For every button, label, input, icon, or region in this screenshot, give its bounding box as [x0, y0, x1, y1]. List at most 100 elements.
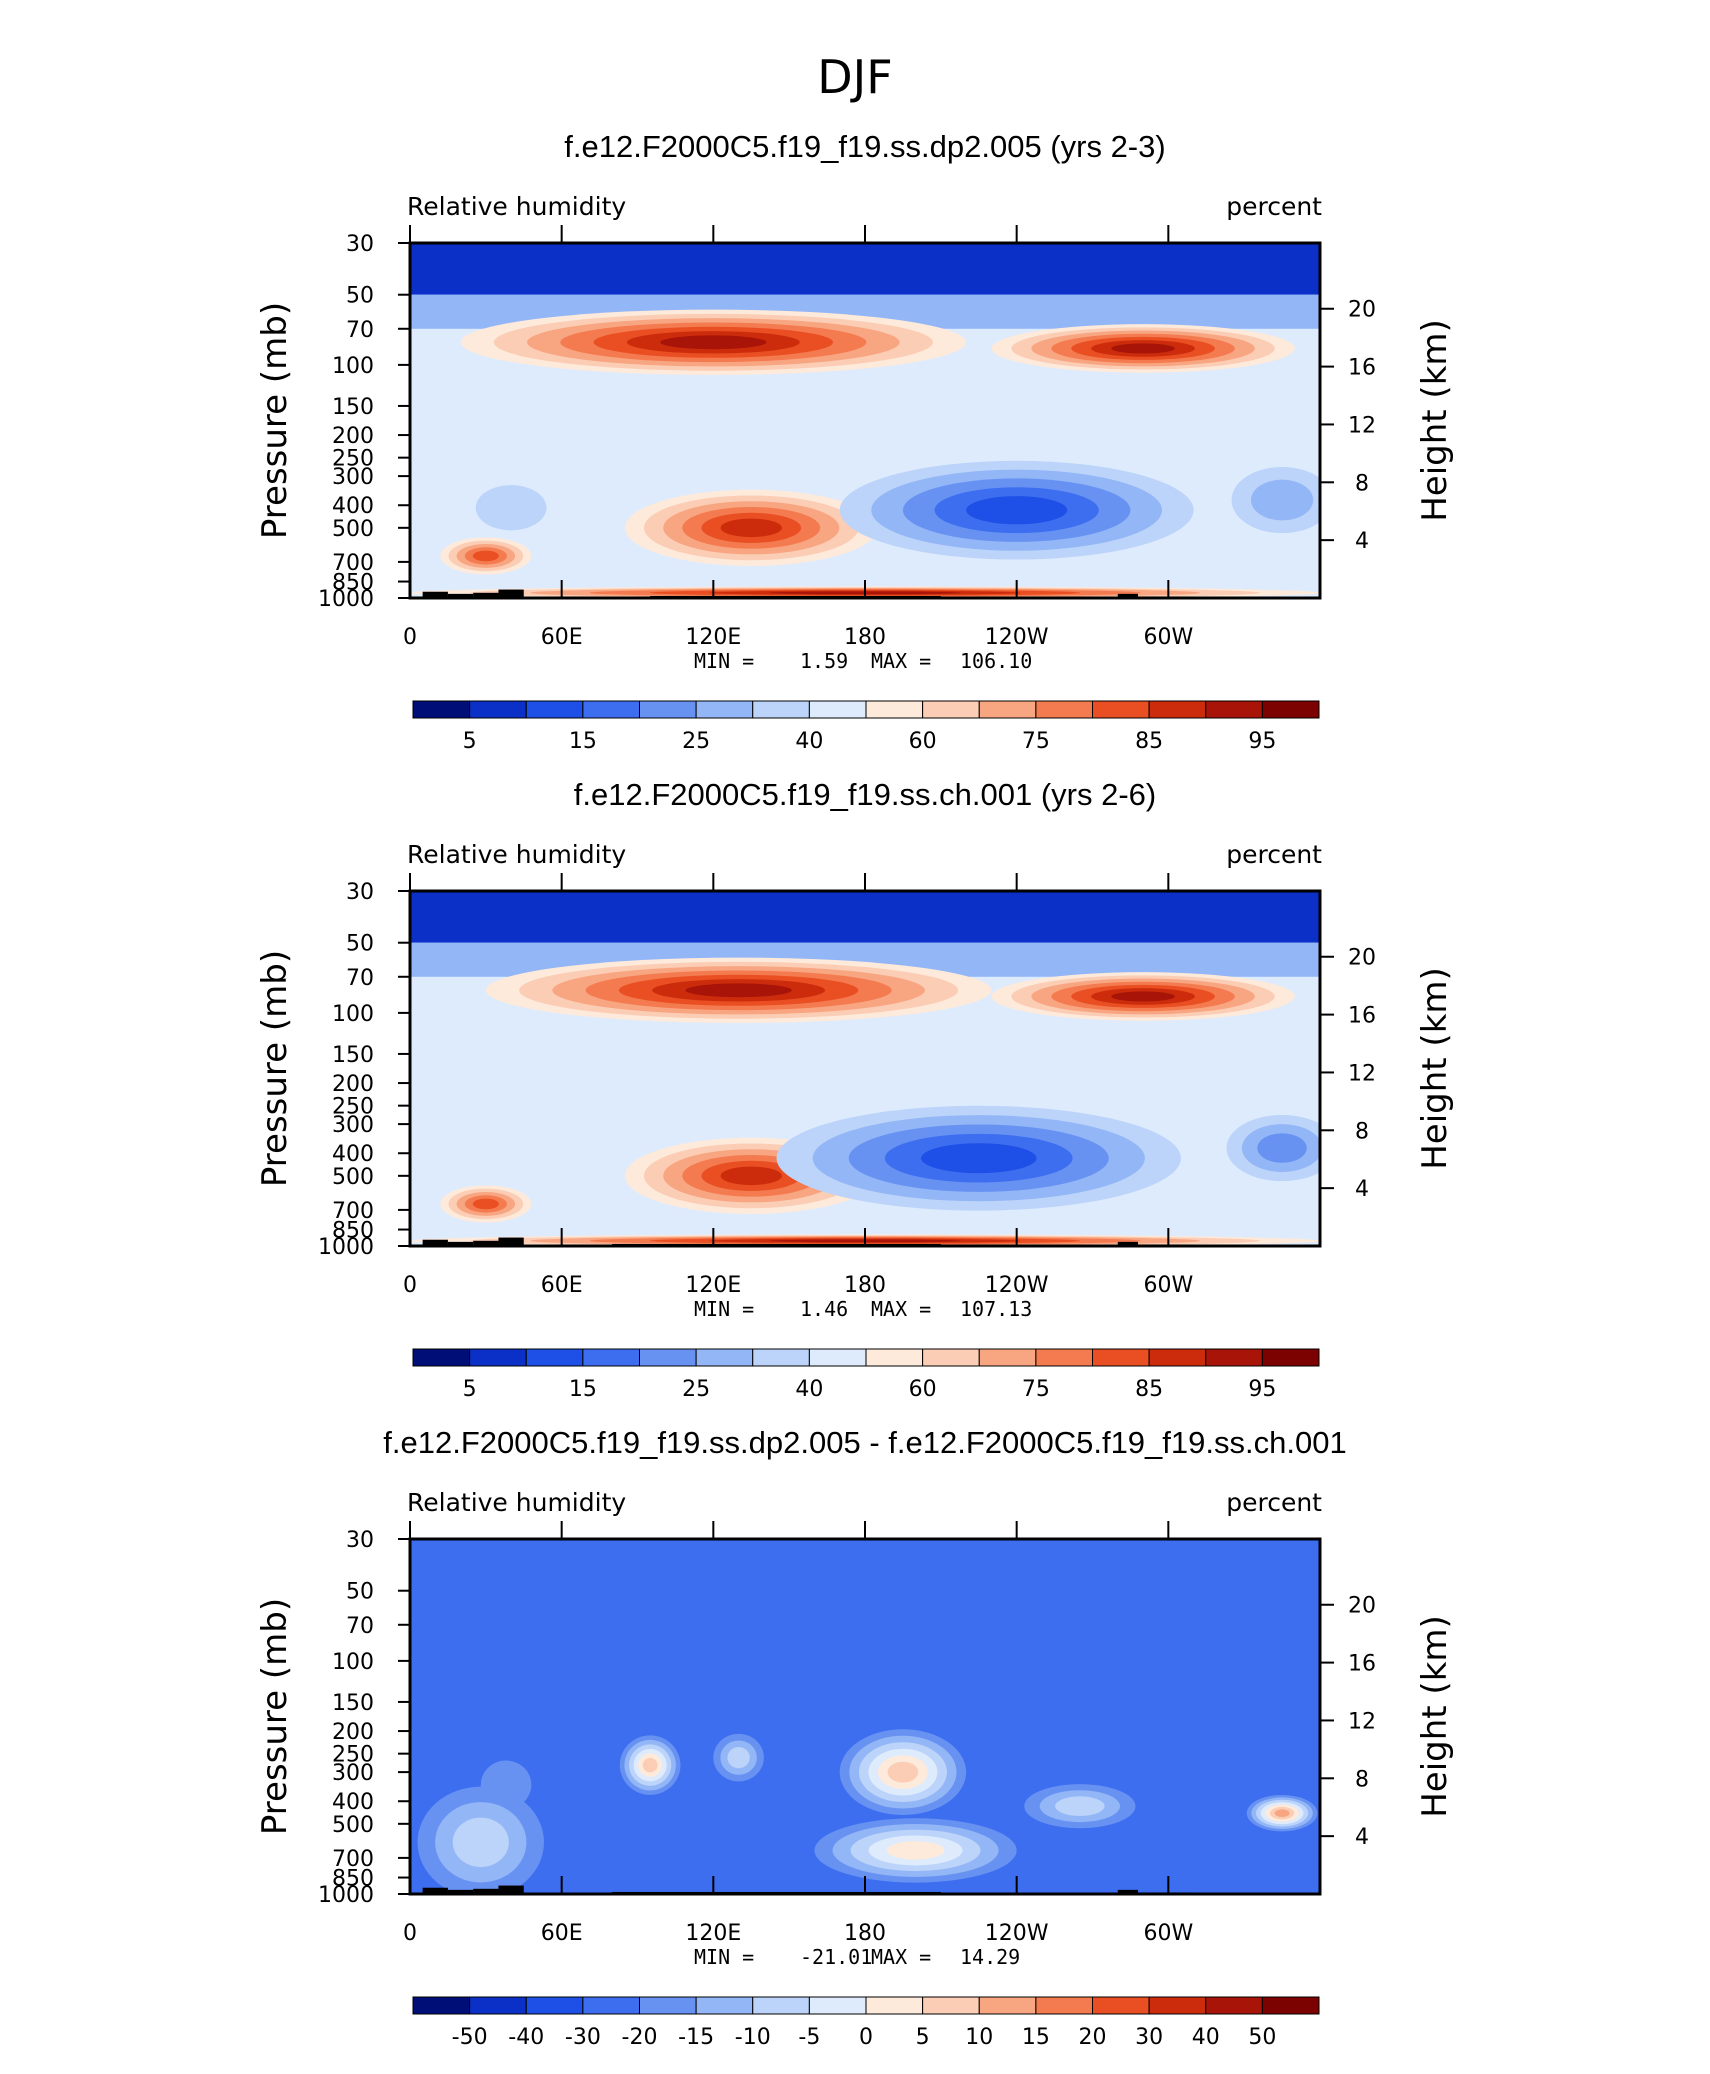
contour-blob	[886, 1841, 945, 1860]
contour-blob	[475, 485, 547, 531]
topography	[447, 1241, 474, 1246]
topography	[498, 1885, 524, 1894]
lon-tick-label: 60E	[541, 1273, 583, 1298]
colorbar-box	[808, 700, 867, 719]
topography	[1117, 1889, 1138, 1894]
contour-blob	[1055, 1796, 1105, 1816]
min-label: MIN =	[694, 649, 754, 673]
colorbar-box	[639, 700, 697, 719]
lon-tick-label: 60E	[541, 625, 583, 650]
max-value: 107.13	[960, 1297, 1032, 1321]
panel-3: f.e12.F2000C5.f19_f19.ss.dp2.005 - f.e12…	[255, 1425, 1455, 2050]
colorbar-box	[1205, 1348, 1263, 1367]
pressure-tick-label: 1000	[318, 1235, 374, 1260]
panel-title: f.e12.F2000C5.f19_f19.ss.dp2.005 (yrs 2-…	[564, 129, 1165, 164]
pressure-tick-label: 70	[346, 1614, 374, 1639]
height-tick-label: 12	[1348, 1709, 1376, 1734]
topography	[473, 1240, 499, 1246]
lon-tick-label: 0	[403, 1273, 417, 1298]
min-value: 1.46	[800, 1297, 848, 1321]
topography	[1117, 1241, 1138, 1246]
colorbar-label: 40	[795, 1377, 823, 1402]
pressure-tick-label: 200	[332, 1720, 374, 1745]
contour-blob	[720, 1166, 782, 1186]
colorbar-label: -50	[452, 2025, 488, 2050]
pressure-tick-label: 50	[346, 1580, 374, 1605]
ylabel-right: Height (km)	[1415, 967, 1455, 1170]
colorbar-box	[582, 700, 640, 719]
panel-title: f.e12.F2000C5.f19_f19.ss.ch.001 (yrs 2-6…	[574, 777, 1156, 812]
pressure-tick-label: 400	[332, 494, 374, 519]
colorbar-label: 25	[682, 1377, 710, 1402]
colorbar-box	[978, 700, 1037, 719]
pressure-tick-label: 850	[332, 1867, 374, 1892]
topography	[498, 1237, 524, 1246]
min-value: 1.59	[800, 649, 848, 673]
pressure-tick-label: 500	[332, 517, 374, 542]
lon-tick-label: 180	[844, 625, 886, 650]
height-tick-label: 20	[1348, 1594, 1376, 1619]
contour-field	[410, 891, 1320, 1246]
colorbar-label: 50	[1248, 2025, 1276, 2050]
pressure-tick-label: 70	[346, 318, 374, 343]
pressure-tick-label: 500	[332, 1813, 374, 1838]
colorbar-box	[865, 700, 924, 719]
panel-2: f.e12.F2000C5.f19_f19.ss.ch.001 (yrs 2-6…	[255, 777, 1455, 1402]
pressure-tick-label: 100	[332, 354, 374, 379]
topography	[473, 1888, 499, 1894]
colorbar-box	[752, 1348, 810, 1367]
pressure-tick-label: 50	[346, 284, 374, 309]
colorbar-label: 0	[859, 2025, 873, 2050]
pressure-tick-label: 30	[346, 232, 374, 257]
colorbar-label: 60	[909, 729, 937, 754]
lon-tick-label: 60W	[1143, 625, 1193, 650]
contour-blob	[685, 983, 792, 998]
height-tick-label: 16	[1348, 1004, 1376, 1029]
colorbar-box	[752, 1996, 810, 2015]
colorbar-box	[639, 1348, 697, 1367]
contour-blob	[472, 1198, 499, 1210]
colorbar-box	[1035, 1348, 1093, 1367]
colorbar-box	[978, 1996, 1037, 2015]
max-value: 14.29	[960, 1945, 1020, 1969]
contour-blob	[720, 518, 782, 538]
units-label: percent	[1226, 1488, 1322, 1517]
strat-band-1	[410, 243, 1320, 295]
colorbar-label: 75	[1022, 1377, 1050, 1402]
colorbar-box	[525, 1348, 584, 1367]
ylabel-left: Pressure (mb)	[255, 950, 295, 1187]
pressure-tick-label: 100	[332, 1002, 374, 1027]
figure-title: DJF	[817, 50, 892, 104]
colorbar-box	[1092, 1996, 1150, 2015]
topography	[473, 592, 499, 598]
ylabel-right: Height (km)	[1415, 319, 1455, 522]
colorbar-label: 15	[569, 1377, 597, 1402]
colorbar-box	[1092, 1348, 1150, 1367]
ylabel-left: Pressure (mb)	[255, 302, 295, 539]
colorbar-box	[922, 700, 980, 719]
colorbar-box	[412, 1996, 471, 2015]
pressure-tick-label: 250	[332, 1095, 374, 1120]
topography	[422, 591, 448, 598]
pressure-tick-label: 300	[332, 1113, 374, 1138]
colorbar-label: 15	[1022, 2025, 1050, 2050]
colorbar-box	[1261, 1996, 1320, 2015]
contour-blob	[472, 550, 499, 562]
colorbar-label: 10	[965, 2025, 993, 2050]
colorbar-box	[865, 1996, 924, 2015]
pressure-tick-label: 50	[346, 932, 374, 957]
units-label: percent	[1226, 192, 1322, 221]
colorbar-label: 85	[1135, 729, 1163, 754]
variable-label: Relative humidity	[407, 192, 626, 221]
pressure-tick-label: 400	[332, 1142, 374, 1167]
lon-tick-label: 180	[844, 1921, 886, 1946]
colorbar-box	[752, 700, 810, 719]
max-label: MAX =	[871, 649, 931, 673]
pressure-tick-label: 400	[332, 1790, 374, 1815]
topography	[498, 589, 524, 598]
units-label: percent	[1226, 840, 1322, 869]
pressure-tick-label: 700	[332, 551, 374, 576]
lon-tick-label: 120W	[985, 1273, 1049, 1298]
contour-blob	[1274, 1809, 1290, 1817]
